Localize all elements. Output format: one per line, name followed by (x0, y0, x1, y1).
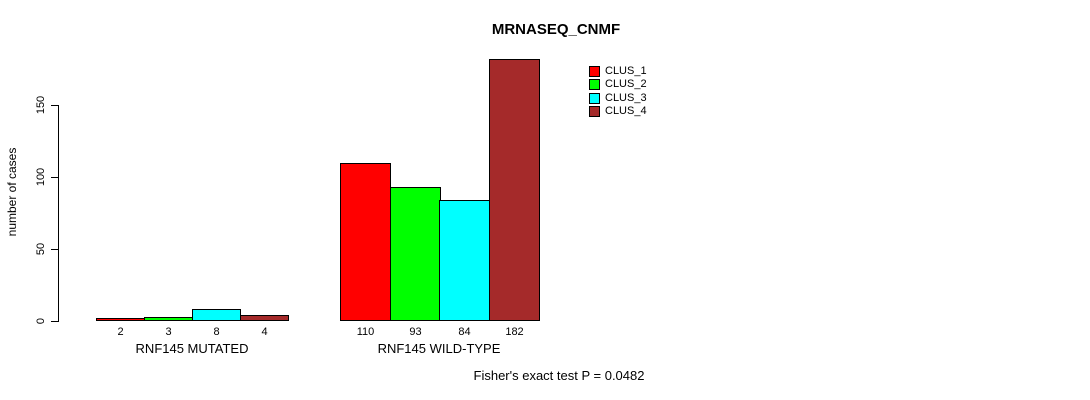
y-tick-mark (51, 105, 58, 106)
bar-value-label: 3 (165, 326, 172, 338)
bar-clus_2-group1 (144, 317, 193, 321)
bar-value-label: 84 (458, 326, 471, 338)
bar-clus_3-group1 (192, 309, 241, 321)
legend-label-clus_1: CLUS_1 (605, 65, 647, 77)
y-tick-label: 0 (35, 317, 47, 325)
legend-swatch-clus_4 (589, 106, 600, 117)
y-tick-mark (51, 249, 58, 250)
legend-label-clus_3: CLUS_3 (605, 92, 647, 104)
bar-value-label: 110 (356, 326, 375, 338)
bar-clus_1-group1 (96, 318, 145, 321)
chart-title: MRNASEQ_CNMF (491, 21, 621, 38)
y-tick-label: 100 (35, 167, 47, 187)
bar-value-label: 8 (213, 326, 220, 338)
bar-value-label: 182 (505, 326, 524, 338)
y-axis-line (58, 105, 59, 322)
legend-swatch-clus_2 (589, 79, 600, 90)
bar-clus_4-group1 (240, 315, 289, 321)
y-axis-title: number of cases (5, 147, 19, 237)
y-tick-mark (51, 321, 58, 322)
bar-value-label: 2 (117, 326, 124, 338)
legend-label-clus_4: CLUS_4 (605, 105, 647, 117)
bar-clus_1-group2 (340, 163, 391, 321)
y-tick-label: 50 (35, 242, 47, 256)
bar-clus_3-group2 (439, 200, 490, 321)
fisher-test-annotation: Fisher's exact test P = 0.0482 (473, 368, 645, 383)
group-label-1: RNF145 MUTATED (135, 341, 249, 356)
bar-clus_4-group2 (489, 59, 540, 321)
bar-value-label: 93 (409, 326, 422, 338)
bar-value-label: 4 (261, 326, 268, 338)
bar-clus_2-group2 (390, 187, 441, 321)
y-tick-label: 150 (35, 95, 47, 115)
group-label-2: RNF145 WILD-TYPE (377, 341, 501, 356)
y-tick-mark (51, 177, 58, 178)
legend-swatch-clus_3 (589, 93, 600, 104)
legend-label-clus_2: CLUS_2 (605, 78, 647, 90)
legend-swatch-clus_1 (589, 66, 600, 77)
